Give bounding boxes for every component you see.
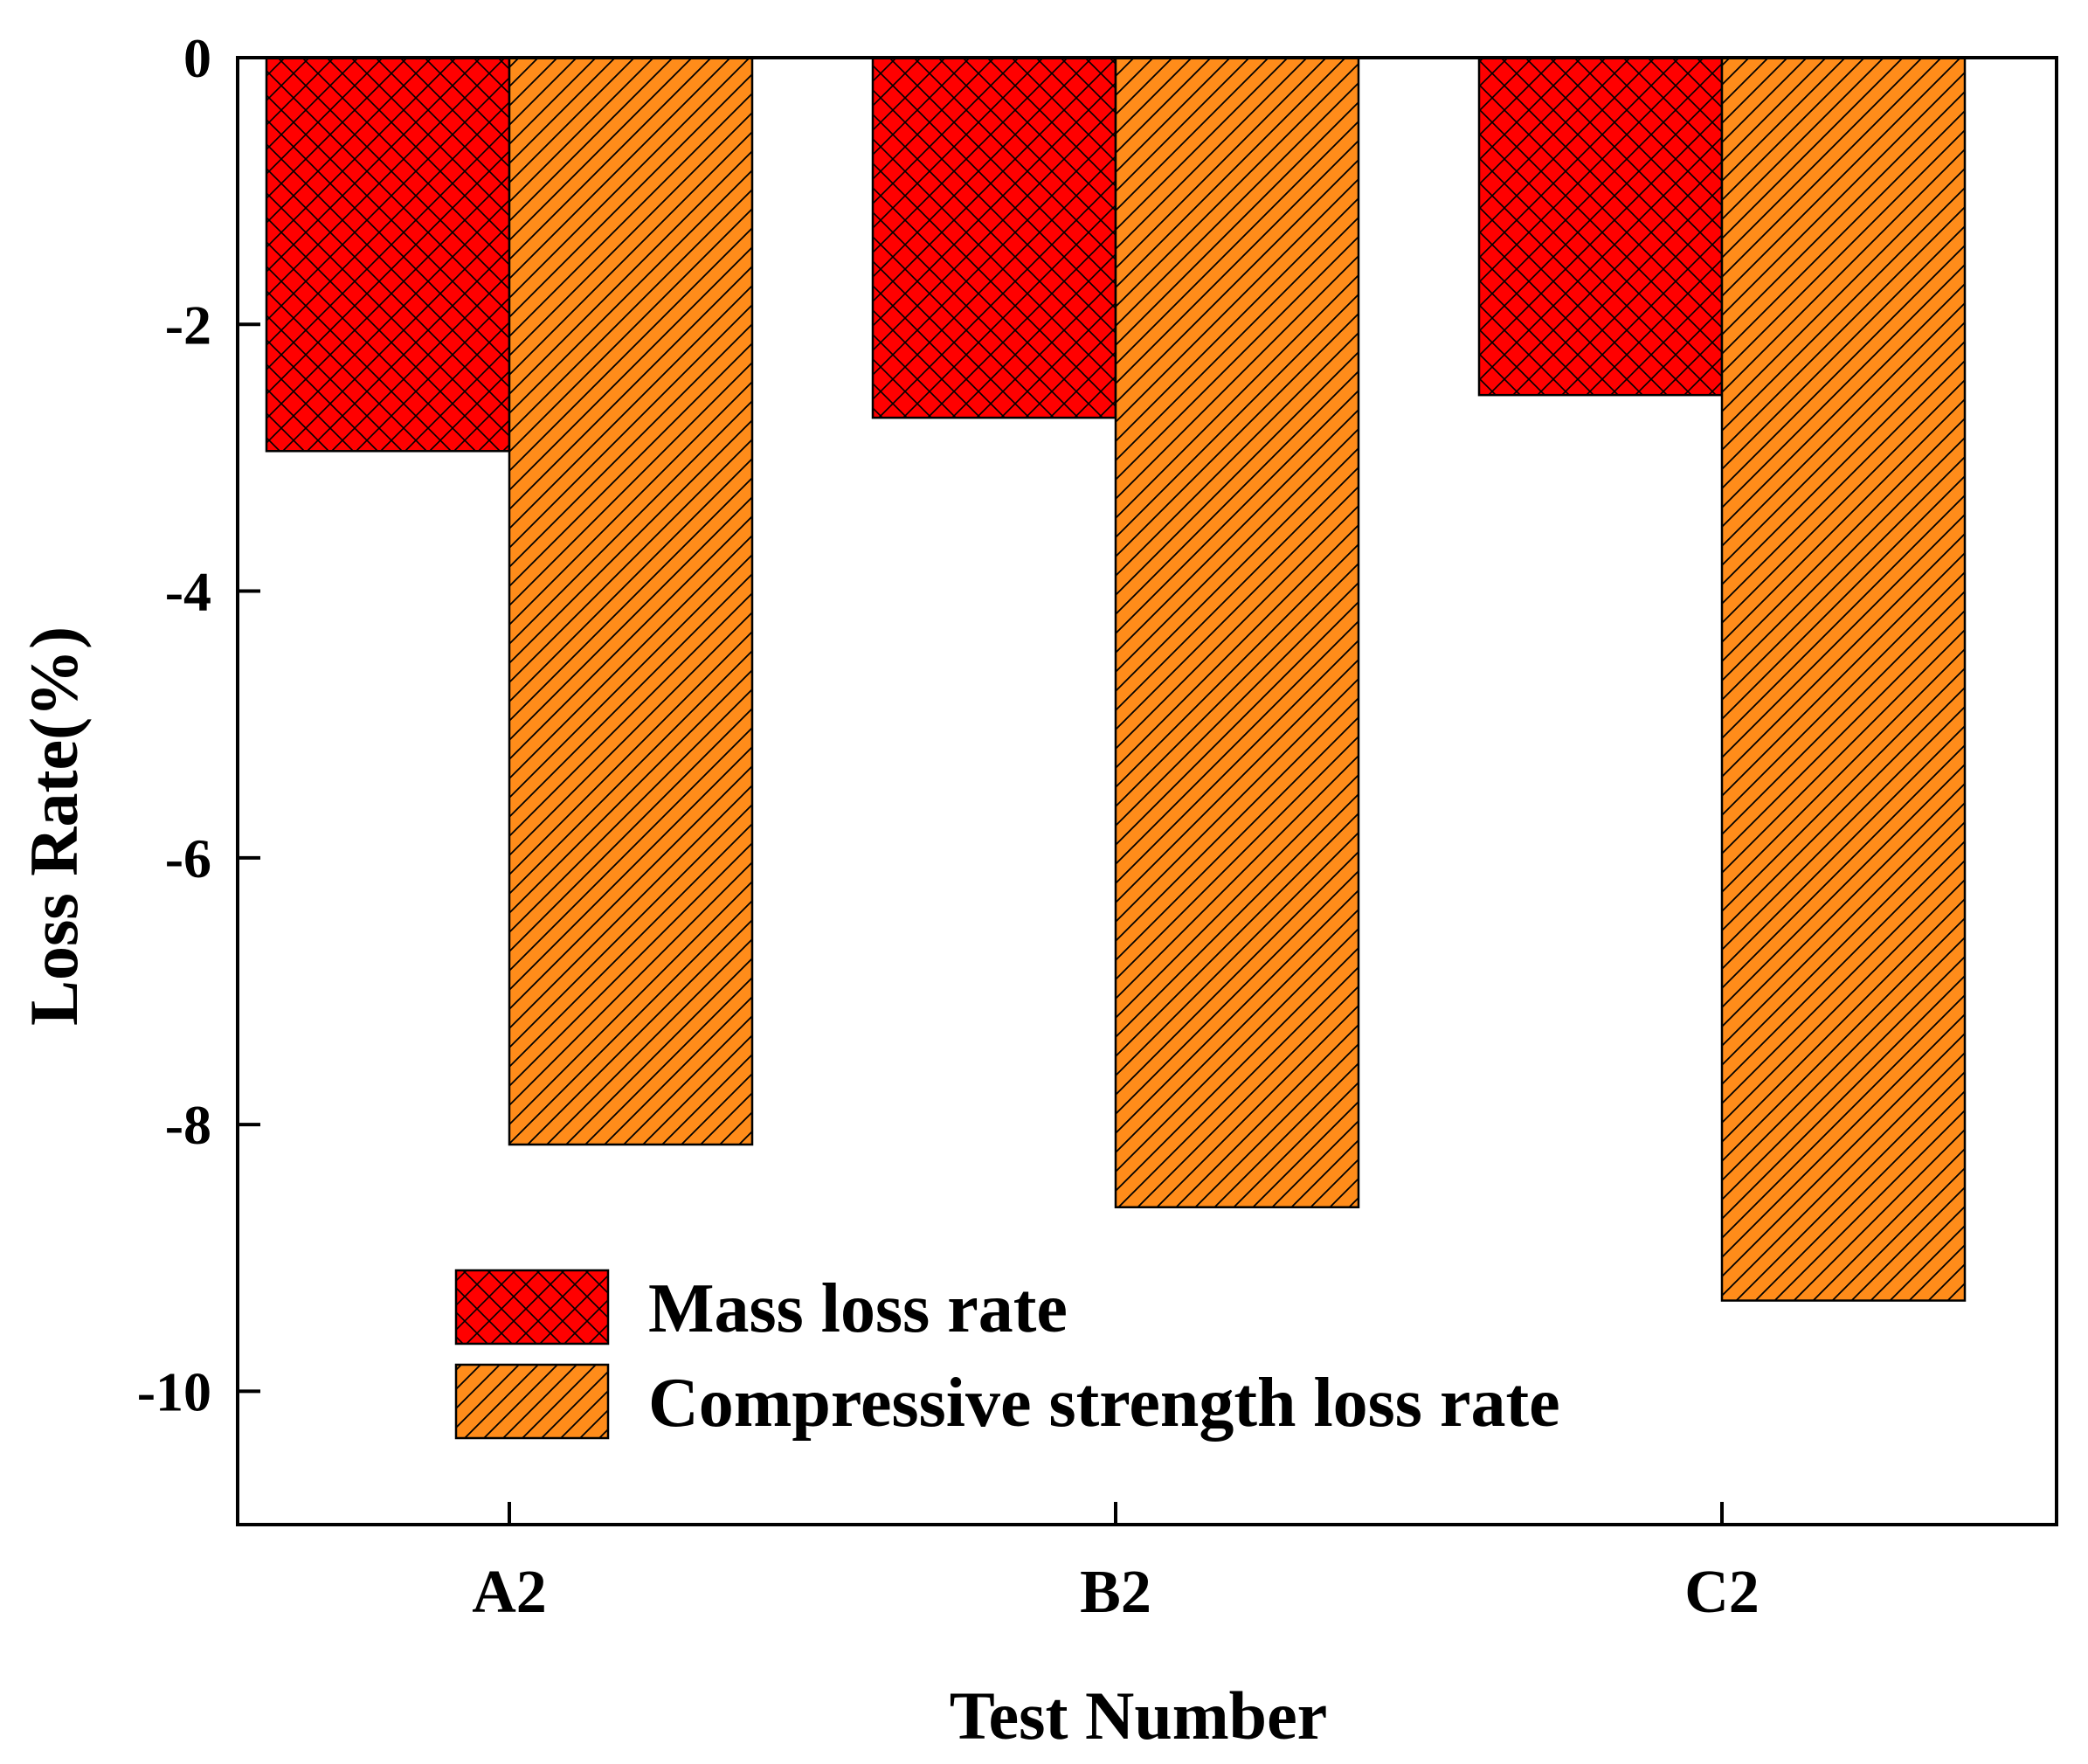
bar-pattern-compressive-strength-loss-rate-b2 [1114, 56, 1360, 1208]
y-tick-label: -8 [165, 1094, 211, 1156]
y-tick-label: -4 [165, 561, 211, 623]
legend-label-compressive-strength-loss-rate: Compressive strength loss rate [648, 1365, 1560, 1442]
y-axis-ticks: 0 -2 -4 -6 -8 -10 [137, 27, 260, 1422]
y-tick-label: -10 [137, 1360, 211, 1422]
bar-pattern-compressive-strength-loss-rate-c2 [1720, 56, 1967, 1302]
x-axis-category-labels: A2 B2 C2 [472, 1502, 1760, 1626]
x-tick-label-a2: A2 [472, 1559, 547, 1626]
y-tick-label: 0 [183, 27, 211, 89]
plot-area-frame [236, 56, 2058, 1526]
bars-layer [265, 56, 1967, 1302]
bar-pattern-mass-loss-rate-c2 [1477, 56, 1724, 397]
y-axis-title: Loss Rate(%) [16, 626, 92, 1026]
legend-label-mass-loss-rate: Mass loss rate [648, 1270, 1068, 1347]
y-tick-label: -6 [165, 827, 211, 889]
x-tick-label-c2: C2 [1684, 1559, 1760, 1626]
legend-swatch-pattern-mass-loss-rate [454, 1269, 610, 1345]
bar-pattern-mass-loss-rate-a2 [265, 56, 511, 453]
y-tick-label: -2 [165, 294, 211, 356]
bar-pattern-mass-loss-rate-b2 [871, 56, 1117, 419]
legend-swatch-pattern-compressive-strength-loss-rate [454, 1363, 610, 1440]
x-axis-title: Test Number [950, 1678, 1328, 1754]
bar-pattern-compressive-strength-loss-rate-a2 [508, 56, 754, 1146]
legend: Mass loss rate Compressive strength loss … [454, 1269, 1560, 1442]
x-tick-label-b2: B2 [1080, 1559, 1151, 1626]
